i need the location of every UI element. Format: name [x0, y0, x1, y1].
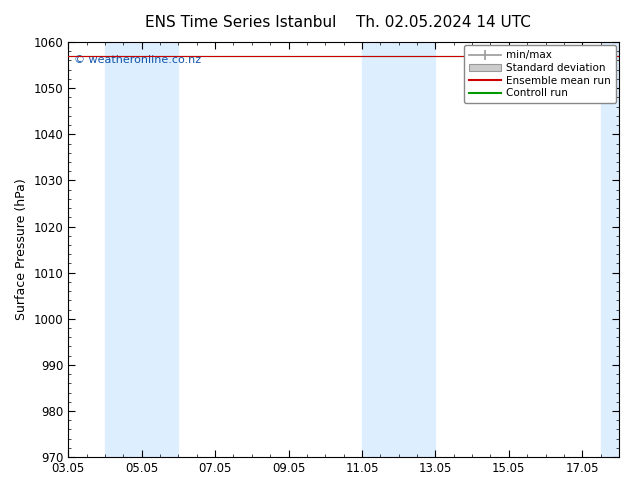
Legend: min/max, Standard deviation, Ensemble mean run, Controll run: min/max, Standard deviation, Ensemble me…: [464, 45, 616, 103]
Bar: [600, 42, 634, 457]
Y-axis label: Surface Pressure (hPa): Surface Pressure (hPa): [15, 179, 28, 320]
Text: © weatheronline.co.nz: © weatheronline.co.nz: [74, 54, 201, 65]
Bar: [105, 42, 178, 457]
Bar: [362, 42, 436, 457]
Text: ENS Time Series Istanbul: ENS Time Series Istanbul: [145, 15, 337, 30]
Text: Th. 02.05.2024 14 UTC: Th. 02.05.2024 14 UTC: [356, 15, 531, 30]
